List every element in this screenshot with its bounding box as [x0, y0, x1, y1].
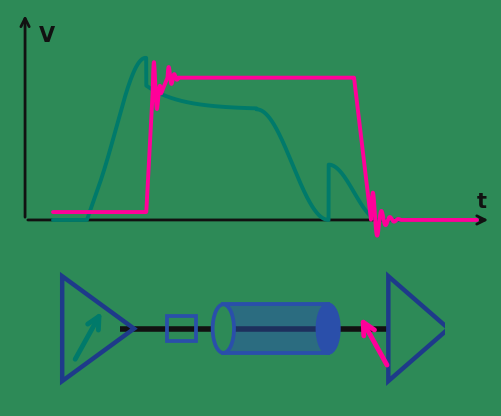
Bar — [223, 305, 328, 353]
Ellipse shape — [318, 305, 339, 353]
Text: t: t — [476, 192, 486, 212]
Bar — [167, 316, 196, 341]
Ellipse shape — [212, 305, 234, 353]
Text: V: V — [39, 26, 55, 46]
Bar — [223, 305, 328, 353]
